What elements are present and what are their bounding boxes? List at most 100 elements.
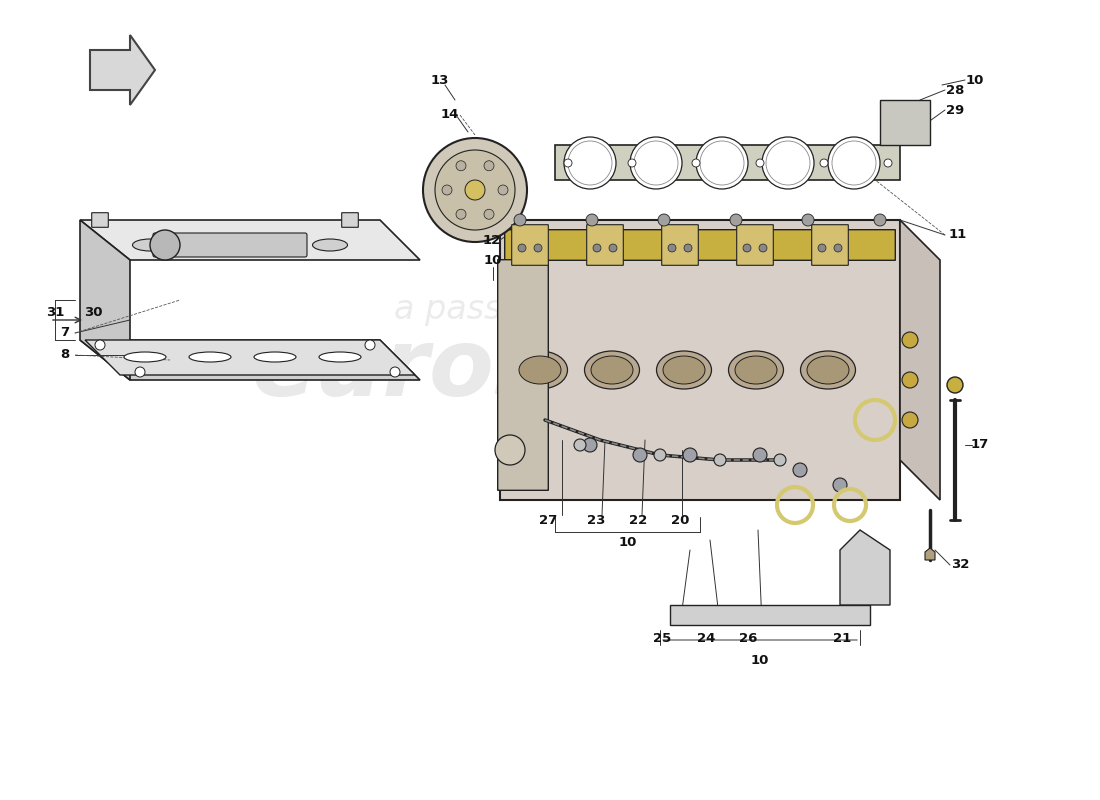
FancyBboxPatch shape xyxy=(497,260,548,490)
Ellipse shape xyxy=(735,356,777,384)
Ellipse shape xyxy=(519,356,561,384)
Circle shape xyxy=(654,449,666,461)
FancyBboxPatch shape xyxy=(512,225,548,266)
Circle shape xyxy=(700,141,744,185)
Text: 13: 13 xyxy=(431,74,449,86)
Text: 8: 8 xyxy=(60,349,69,362)
Text: 10: 10 xyxy=(484,254,503,266)
Ellipse shape xyxy=(728,351,783,389)
Text: 24: 24 xyxy=(696,631,715,645)
Circle shape xyxy=(730,214,743,226)
Text: 17: 17 xyxy=(971,438,989,451)
Circle shape xyxy=(514,214,526,226)
Circle shape xyxy=(465,180,485,200)
Text: 10: 10 xyxy=(966,74,984,86)
Circle shape xyxy=(714,454,726,466)
Circle shape xyxy=(793,463,807,477)
Circle shape xyxy=(884,159,892,167)
Text: 25: 25 xyxy=(653,631,671,645)
FancyBboxPatch shape xyxy=(342,213,359,227)
Circle shape xyxy=(668,244,676,252)
Ellipse shape xyxy=(253,239,287,251)
Circle shape xyxy=(365,340,375,350)
Circle shape xyxy=(95,340,104,350)
Circle shape xyxy=(834,244,842,252)
FancyBboxPatch shape xyxy=(153,233,307,257)
Text: 30: 30 xyxy=(84,306,102,318)
Circle shape xyxy=(766,141,810,185)
Text: 20: 20 xyxy=(671,514,690,526)
Polygon shape xyxy=(925,548,935,560)
Circle shape xyxy=(820,159,828,167)
FancyBboxPatch shape xyxy=(662,225,698,266)
Polygon shape xyxy=(880,100,929,145)
Ellipse shape xyxy=(124,352,166,362)
Circle shape xyxy=(442,185,452,195)
Polygon shape xyxy=(500,220,900,500)
Text: 10: 10 xyxy=(619,535,637,549)
Ellipse shape xyxy=(192,239,228,251)
Circle shape xyxy=(456,210,466,219)
Circle shape xyxy=(534,244,542,252)
Circle shape xyxy=(628,159,636,167)
Circle shape xyxy=(754,448,767,462)
Ellipse shape xyxy=(801,351,856,389)
Text: 32: 32 xyxy=(950,558,969,571)
Text: eurospares: eurospares xyxy=(251,324,849,416)
Circle shape xyxy=(568,141,612,185)
FancyBboxPatch shape xyxy=(737,225,773,266)
Circle shape xyxy=(583,438,597,452)
FancyBboxPatch shape xyxy=(505,230,895,260)
Text: 10: 10 xyxy=(751,654,769,666)
Circle shape xyxy=(828,137,880,189)
Text: 23: 23 xyxy=(586,514,605,526)
Text: 12: 12 xyxy=(483,234,502,246)
Circle shape xyxy=(424,138,527,242)
Ellipse shape xyxy=(807,356,849,384)
Text: 27: 27 xyxy=(539,514,557,526)
Circle shape xyxy=(135,367,145,377)
Circle shape xyxy=(759,244,767,252)
Circle shape xyxy=(632,448,647,462)
Circle shape xyxy=(774,454,786,466)
Ellipse shape xyxy=(513,351,568,389)
Text: 7: 7 xyxy=(60,326,69,339)
Circle shape xyxy=(833,478,847,492)
Circle shape xyxy=(390,367,400,377)
Polygon shape xyxy=(556,145,900,180)
Circle shape xyxy=(683,448,697,462)
Text: 22: 22 xyxy=(629,514,647,526)
Ellipse shape xyxy=(254,352,296,362)
Ellipse shape xyxy=(591,356,632,384)
Circle shape xyxy=(818,244,826,252)
Circle shape xyxy=(902,332,918,348)
Ellipse shape xyxy=(319,352,361,362)
Text: 29: 29 xyxy=(946,103,964,117)
Circle shape xyxy=(742,244,751,252)
FancyBboxPatch shape xyxy=(812,225,848,266)
Text: a passion for parts: a passion for parts xyxy=(395,294,705,326)
Polygon shape xyxy=(80,220,130,380)
FancyBboxPatch shape xyxy=(91,213,108,227)
Text: 11: 11 xyxy=(949,229,967,242)
Circle shape xyxy=(874,214,886,226)
Circle shape xyxy=(832,141,876,185)
Circle shape xyxy=(484,161,494,170)
Polygon shape xyxy=(840,530,890,605)
Polygon shape xyxy=(900,220,940,500)
Polygon shape xyxy=(80,220,420,260)
Circle shape xyxy=(434,150,515,230)
Text: 14: 14 xyxy=(441,109,459,122)
Ellipse shape xyxy=(657,351,712,389)
Text: 21: 21 xyxy=(833,631,851,645)
Text: 28: 28 xyxy=(946,83,965,97)
Circle shape xyxy=(802,214,814,226)
Circle shape xyxy=(484,210,494,219)
Circle shape xyxy=(609,244,617,252)
Polygon shape xyxy=(80,340,420,380)
Polygon shape xyxy=(670,605,870,625)
Ellipse shape xyxy=(663,356,705,384)
Circle shape xyxy=(692,159,700,167)
Ellipse shape xyxy=(189,352,231,362)
Circle shape xyxy=(947,377,962,393)
